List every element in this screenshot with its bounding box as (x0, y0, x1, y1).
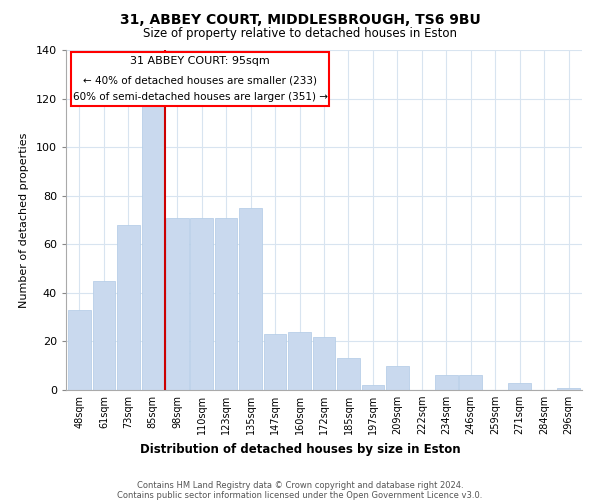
Bar (557, 388, 580, 390)
Y-axis label: Number of detached properties: Number of detached properties (19, 132, 29, 308)
Bar (215, 218, 238, 390)
Bar (362, 385, 384, 390)
Text: ← 40% of detached houses are smaller (233): ← 40% of detached houses are smaller (23… (83, 76, 317, 86)
Bar (313, 336, 335, 390)
Text: Contains public sector information licensed under the Open Government Licence v3: Contains public sector information licen… (118, 491, 482, 500)
Text: 31, ABBEY COURT, MIDDLESBROUGH, TS6 9BU: 31, ABBEY COURT, MIDDLESBROUGH, TS6 9BU (119, 12, 481, 26)
Bar (166, 218, 188, 390)
Bar (264, 334, 286, 390)
Bar (435, 376, 458, 390)
Text: Contains HM Land Registry data © Crown copyright and database right 2024.: Contains HM Land Registry data © Crown c… (137, 481, 463, 490)
Bar (190, 218, 213, 390)
Bar (386, 366, 409, 390)
Bar (508, 382, 531, 390)
Bar (288, 332, 311, 390)
Bar (68, 310, 91, 390)
Bar (92, 280, 115, 390)
Bar (337, 358, 360, 390)
Bar (239, 208, 262, 390)
Bar (142, 104, 164, 390)
FancyBboxPatch shape (71, 52, 329, 106)
Bar (117, 225, 140, 390)
Text: 31 ABBEY COURT: 95sqm: 31 ABBEY COURT: 95sqm (130, 56, 270, 66)
Bar (460, 376, 482, 390)
Text: Size of property relative to detached houses in Eston: Size of property relative to detached ho… (143, 28, 457, 40)
Text: 60% of semi-detached houses are larger (351) →: 60% of semi-detached houses are larger (… (73, 92, 328, 102)
Text: Distribution of detached houses by size in Eston: Distribution of detached houses by size … (140, 442, 460, 456)
